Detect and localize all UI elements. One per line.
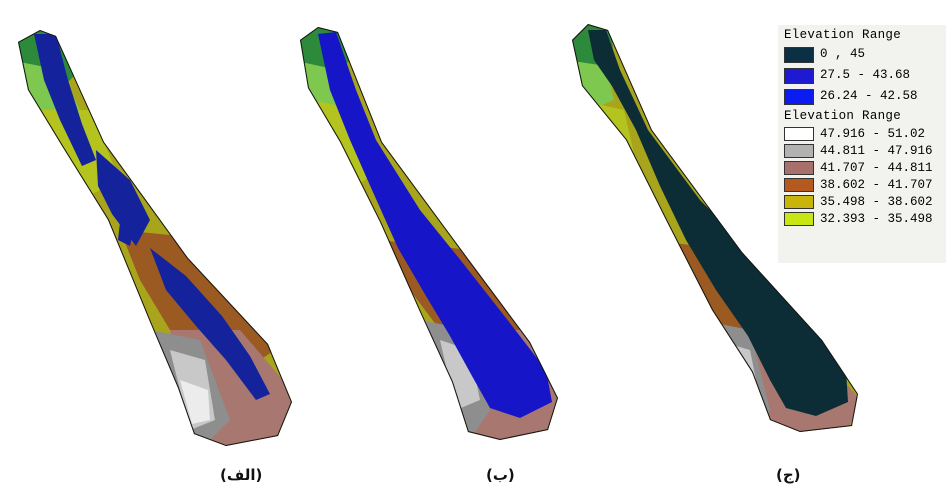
- legend-swatch: [784, 47, 814, 63]
- legend-title-elevation: Elevation Range: [784, 109, 902, 123]
- legend-swatch: [784, 144, 814, 158]
- legend-swatch: [784, 68, 814, 84]
- map-alef-flood-lower: [150, 248, 270, 400]
- legend-item-label: 32.393 - 35.498: [820, 212, 933, 226]
- legend-swatch: [784, 89, 814, 105]
- map-jim-flood-area: [588, 30, 848, 416]
- map-alef-flood-middle: [96, 150, 150, 246]
- map-alef: [18, 30, 292, 446]
- legend-item-label: 47.916 - 51.02: [820, 127, 926, 141]
- legend-item-label: 26.24 - 42.58: [820, 89, 918, 103]
- map-alef-outline: [18, 30, 292, 446]
- legend-swatch: [784, 212, 814, 226]
- legend-item-label: 27.5 - 43.68: [820, 68, 911, 82]
- legend-swatch: [784, 195, 814, 209]
- legend-item-label: 38.602 - 41.707: [820, 178, 933, 192]
- legend-swatch: [784, 178, 814, 192]
- legend-item-label: 41.707 - 44.811: [820, 161, 933, 175]
- legend-swatch: [784, 161, 814, 175]
- map-jim-outline: [572, 24, 858, 432]
- legend-item-label: 0 , 45: [820, 47, 866, 61]
- map-be-outline: [300, 27, 558, 440]
- legend-item-label: 35.498 - 38.602: [820, 195, 933, 209]
- legend-title-flood: Elevation Range: [784, 28, 902, 42]
- caption-be: (ب): [486, 466, 515, 484]
- map-alef-white-zone: [180, 380, 210, 424]
- map-be: [300, 27, 558, 440]
- map-alef-flood-patch: [118, 222, 134, 246]
- legend-item-label: 44.811 - 47.916: [820, 144, 933, 158]
- map-alef-flood-upper: [34, 34, 96, 166]
- map-be-flood-area: [318, 32, 552, 418]
- elevation-legend: Elevation Range 0 , 45 27.5 - 43.68 26.2…: [778, 25, 946, 263]
- legend-swatch: [784, 127, 814, 141]
- caption-jim: (ج): [776, 466, 801, 484]
- caption-alef: (الف): [220, 466, 263, 484]
